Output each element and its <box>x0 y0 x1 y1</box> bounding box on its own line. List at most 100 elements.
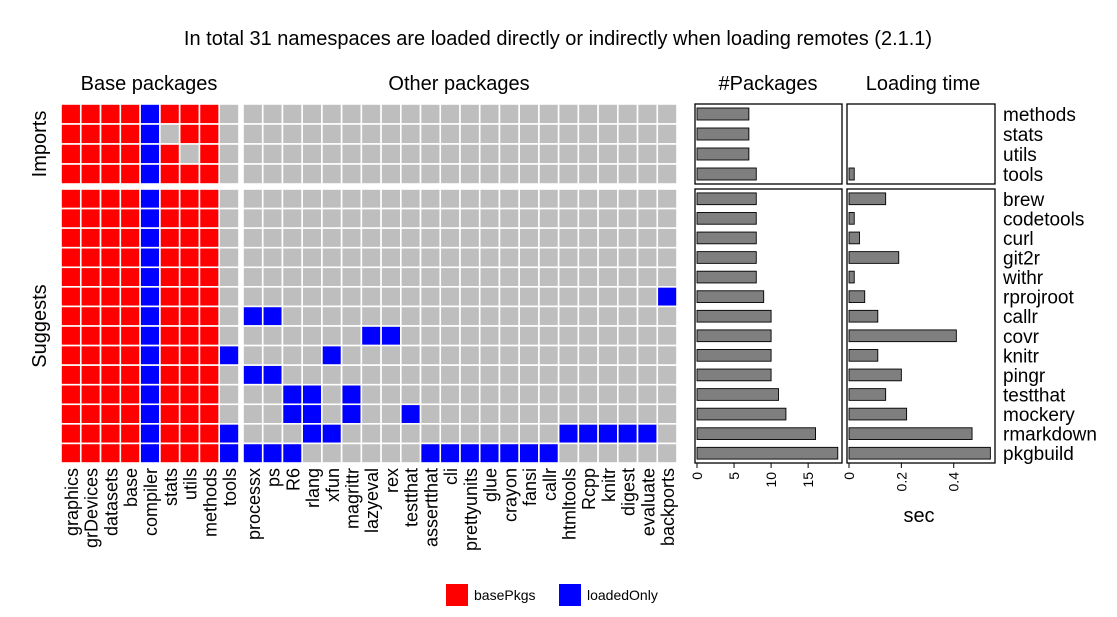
other-heatmap-cell <box>242 423 264 445</box>
other-heatmap-cell <box>380 103 402 125</box>
base-heatmap-cell <box>218 188 240 210</box>
other-heatmap-cell <box>400 123 422 145</box>
other-heatmap-cell <box>478 123 501 145</box>
npackages-tick-label: 0 <box>689 472 705 480</box>
other-heatmap-cell <box>617 286 639 308</box>
base-heatmap-cell <box>99 188 122 210</box>
other-heatmap-cell <box>478 163 501 185</box>
other-heatmap-cell <box>281 246 303 269</box>
other-heatmap-cell <box>360 103 382 125</box>
other-heatmap-cell <box>321 383 343 406</box>
row-label: knitr <box>1003 346 1040 367</box>
other-heatmap-cell <box>301 266 323 288</box>
other-heatmap-cell <box>557 423 580 445</box>
other-heatmap-cell <box>439 103 461 125</box>
other-heatmap-cell <box>538 325 560 347</box>
base-column-label: datasets <box>101 468 121 536</box>
other-heatmap-cell <box>261 383 284 406</box>
base-heatmap-cell <box>79 403 102 425</box>
base-column-label: base <box>121 468 141 507</box>
base-heatmap-cell <box>79 305 102 327</box>
base-heatmap-cell <box>79 383 102 406</box>
other-heatmap-cell <box>340 344 363 366</box>
other-heatmap-cell <box>400 364 422 386</box>
base-heatmap-cell <box>99 163 122 185</box>
other-column-label: fansi <box>520 468 540 506</box>
other-heatmap-cell <box>242 123 264 145</box>
base-heatmap-cell <box>79 123 102 145</box>
base-heatmap-cell <box>218 207 240 229</box>
loading-time-tick-label: 0.4 <box>946 472 962 492</box>
base-heatmap-cell <box>99 246 122 269</box>
other-heatmap-cell <box>301 286 323 308</box>
other-heatmap-cell <box>518 103 540 125</box>
other-heatmap-cell <box>439 364 461 386</box>
other-heatmap-cell <box>380 163 402 185</box>
other-heatmap-cell <box>498 325 520 347</box>
base-heatmap-cell <box>60 227 82 249</box>
other-heatmap-cell <box>261 103 284 125</box>
other-heatmap-cell <box>340 103 363 125</box>
other-heatmap-cell <box>656 246 678 269</box>
base-heatmap-cell <box>159 403 181 425</box>
other-heatmap-cell <box>242 305 264 327</box>
other-heatmap-cell <box>419 442 442 464</box>
other-column-label: glue <box>481 468 501 502</box>
other-heatmap-cell <box>636 163 659 185</box>
base-heatmap-cell <box>218 266 240 288</box>
other-heatmap-cell <box>321 163 343 185</box>
other-heatmap-cell <box>636 344 659 366</box>
other-heatmap-cell <box>656 163 678 185</box>
base-heatmap-cell <box>139 163 161 185</box>
other-heatmap-cell <box>281 266 303 288</box>
other-heatmap-cell <box>321 364 343 386</box>
other-heatmap-cell <box>577 442 599 464</box>
base-heatmap-cell <box>178 123 201 145</box>
other-heatmap-cell <box>360 123 382 145</box>
base-heatmap-cell <box>79 442 102 464</box>
other-heatmap-cell <box>656 266 678 288</box>
base-heatmap-cell <box>119 286 141 308</box>
row-label: pkgbuild <box>1003 444 1074 465</box>
base-heatmap-cell <box>159 442 181 464</box>
other-heatmap-cell <box>617 227 639 249</box>
loading-time-bar <box>848 329 957 343</box>
other-heatmap-cell <box>478 383 501 406</box>
base-heatmap-cell <box>139 266 161 288</box>
other-heatmap-cell <box>419 364 442 386</box>
base-heatmap-cell <box>60 325 82 347</box>
base-heatmap-cell <box>99 442 122 464</box>
other-heatmap-cell <box>636 143 659 165</box>
row-label: utils <box>1003 145 1037 166</box>
other-heatmap-cell <box>360 246 382 269</box>
base-heatmap-cell <box>178 325 201 347</box>
other-heatmap-cell <box>439 207 461 229</box>
base-heatmap-cell <box>159 266 181 288</box>
base-heatmap-cell <box>139 305 161 327</box>
other-heatmap-cell <box>261 403 284 425</box>
other-heatmap-cell <box>242 266 264 288</box>
base-heatmap-cell <box>178 207 201 229</box>
other-heatmap-cell <box>459 305 481 327</box>
base-heatmap-cell <box>159 286 181 308</box>
base-heatmap-cell <box>119 143 141 165</box>
other-heatmap-cell <box>597 227 619 249</box>
other-heatmap-cell <box>538 364 560 386</box>
base-heatmap-cell <box>119 305 141 327</box>
other-heatmap-cell <box>360 325 382 347</box>
base-heatmap-cell <box>60 305 82 327</box>
other-heatmap-cell <box>577 423 599 445</box>
base-heatmap-cell <box>60 403 82 425</box>
base-heatmap-cell <box>139 286 161 308</box>
base-heatmap-cell <box>139 325 161 347</box>
other-heatmap-cell <box>439 188 461 210</box>
other-heatmap-cell <box>439 344 461 366</box>
other-heatmap-cell <box>538 207 560 229</box>
other-heatmap-cell <box>242 143 264 165</box>
other-heatmap-cell <box>340 143 363 165</box>
other-heatmap-cell <box>261 207 284 229</box>
base-heatmap-cell <box>60 442 82 464</box>
other-heatmap-cell <box>242 383 264 406</box>
other-heatmap-cell <box>340 423 363 445</box>
other-heatmap-cell <box>538 143 560 165</box>
